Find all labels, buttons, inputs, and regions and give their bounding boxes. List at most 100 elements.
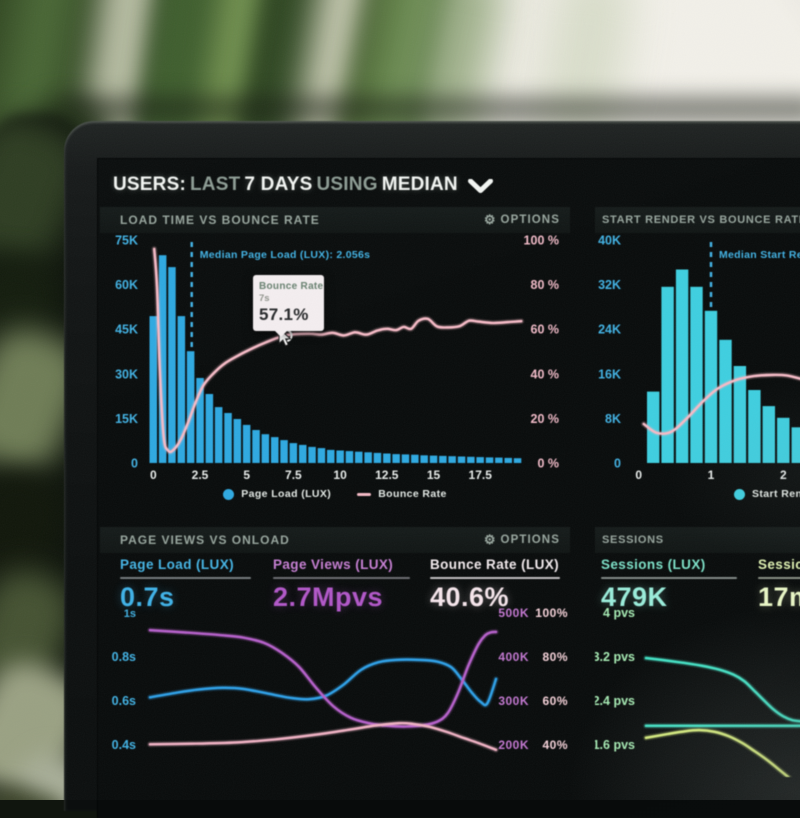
median-label: Median Start Render	[719, 249, 800, 261]
axis-tick-label: 17.5	[469, 468, 493, 482]
series-line	[644, 656, 800, 723]
page-views-chart: 1s 0.8s 0.6s 0.4s 500K 400K 300K 200K 100% 80% 60%…	[112, 606, 568, 753]
histogram-bar	[476, 457, 484, 463]
chevron-down-icon	[467, 179, 493, 193]
histogram-bar	[777, 417, 790, 463]
histogram-bar	[504, 457, 512, 463]
histogram-bar	[233, 419, 242, 463]
chart-legend: Page Load (LUX) Bounce Rate	[100, 488, 570, 500]
histogram-bar	[392, 454, 400, 463]
axis-tick-label: 1.6 pvs	[595, 738, 635, 752]
axis-tick-label: 0	[150, 468, 157, 482]
histogram-bar	[661, 286, 674, 463]
tooltip-title: Bounce Rate	[259, 281, 324, 292]
start-render-chart: 40K 32K 24K 16K 8K 0 Median Start Render 0 1 2	[598, 234, 800, 482]
histogram-bar	[327, 449, 335, 463]
histogram-bar	[149, 316, 157, 463]
sessions-chart: 4 pvs 3.2 pvs 2.4 pvs 1.6 pvs	[595, 606, 800, 777]
header-segment: MEDIAN	[381, 174, 458, 195]
histogram-bar	[439, 455, 447, 463]
histogram-bar	[317, 448, 326, 463]
line-glow	[147, 720, 499, 753]
histogram-bar	[401, 454, 410, 463]
series-line	[644, 728, 791, 777]
histogram-bar	[457, 456, 466, 463]
axis-tick-label: 12.5	[375, 468, 399, 482]
header-segment: USERS:	[113, 174, 186, 195]
histogram-bar	[762, 406, 775, 463]
axis-tick-label: 45K	[115, 323, 138, 337]
histogram-bar	[242, 424, 251, 463]
axis-tick-label: 4 pvs	[603, 606, 635, 620]
header-segment: USING	[316, 174, 378, 195]
axis-tick-label: 2.4 pvs	[595, 694, 635, 708]
axis-tick-label: 100%	[535, 606, 568, 620]
legend-item[interactable]: Start Render	[734, 488, 800, 500]
header-segment: LAST	[190, 174, 241, 195]
series-line	[148, 628, 498, 728]
axis-tick-label: 2.5	[192, 468, 209, 482]
histogram-bar	[383, 453, 391, 463]
axis-tick-label: 2	[780, 468, 787, 482]
panel-page-views-vs-onload: PAGE VIEWS VS ONLOAD ⚙ OPTIONS Page Load…	[100, 527, 570, 777]
legend-item[interactable]: Bounce Rate	[357, 488, 447, 500]
axis-tick-label: 16K	[598, 367, 621, 381]
chart-tooltip: Bounce Rate 7s 57.1%	[253, 275, 324, 337]
axis-tick-label: 40K	[598, 234, 621, 248]
legend-label: Start Render	[752, 488, 800, 500]
axis-tick-label: 20 %	[531, 412, 560, 426]
histogram-bar	[214, 407, 223, 463]
axis-tick-label: 200K	[498, 738, 529, 752]
axis-tick-label: 500K	[498, 606, 529, 620]
histogram-bar	[411, 454, 419, 463]
legend-dot-icon	[734, 488, 745, 500]
histogram-bar	[485, 457, 494, 463]
axis-tick-label: 400K	[498, 650, 529, 664]
histogram-bar	[373, 452, 382, 463]
histogram-bar	[355, 451, 363, 463]
histogram-bar	[168, 267, 176, 463]
axis-tick-label: 10	[333, 468, 347, 482]
median-label: Median Page Load (LUX): 2.056s	[200, 249, 371, 261]
bokeh-leaf-shape	[60, 96, 800, 122]
histogram-bar	[252, 430, 260, 463]
axis-tick-label: 60 %	[531, 323, 560, 337]
histogram-bar	[205, 394, 214, 463]
axis-tick-label: 15K	[115, 412, 138, 426]
axis-tick-label: 80%	[542, 650, 568, 664]
histogram-bar	[364, 452, 372, 463]
legend-item[interactable]: Page Load (LUX)	[223, 488, 331, 500]
histogram-bar	[429, 455, 438, 463]
axis-tick-label: 0.8s	[112, 650, 136, 664]
axis-tick-label: 0 %	[537, 457, 559, 471]
axis-tick-label: 300K	[498, 694, 529, 708]
histogram-bar	[345, 451, 354, 463]
histogram-bar	[420, 455, 428, 463]
axis-tick-label: 0	[635, 468, 642, 482]
histogram-bar	[748, 390, 761, 463]
dashboard-screen: USERS: LAST 7 DAYS USING MEDIAN LOAD TIM…	[97, 158, 800, 818]
histogram-bar	[280, 440, 288, 463]
axis-tick-label: 30K	[115, 367, 138, 381]
legend-dot-icon	[223, 488, 235, 500]
axis-tick-label: 80 %	[531, 278, 560, 292]
histogram-bar	[467, 456, 475, 463]
axis-tick-label: 15	[427, 468, 441, 482]
line-glow	[643, 727, 793, 777]
axis-tick-label: 1s	[124, 608, 136, 620]
axis-tick-label: 7.5	[285, 468, 302, 482]
axis-tick-label: 32K	[598, 278, 621, 292]
histogram-bar	[308, 446, 316, 463]
tooltip-value: 57.1%	[259, 305, 309, 324]
panel-load-time-vs-bounce-rate: LOAD TIME VS BOUNCE RATE ⚙ OPTIONS 75K 60…	[100, 207, 570, 507]
axis-tick-label: 60K	[115, 278, 138, 292]
axis-tick-label: 8K	[605, 412, 621, 426]
histogram-bar	[675, 269, 689, 463]
histogram-bar	[448, 456, 456, 463]
legend-label: Page Load (LUX)	[241, 488, 332, 500]
axis-tick-label: 40%	[542, 738, 568, 752]
tooltip-sub: 7s	[259, 293, 270, 304]
axis-tick-label: 60%	[542, 694, 568, 708]
users-filter-dropdown[interactable]: USERS: LAST 7 DAYS USING MEDIAN	[113, 169, 493, 201]
panel-start-render-vs-bounce-rate: START RENDER VS BOUNCE RATE 40K 32K 24K 16K…	[595, 207, 800, 507]
